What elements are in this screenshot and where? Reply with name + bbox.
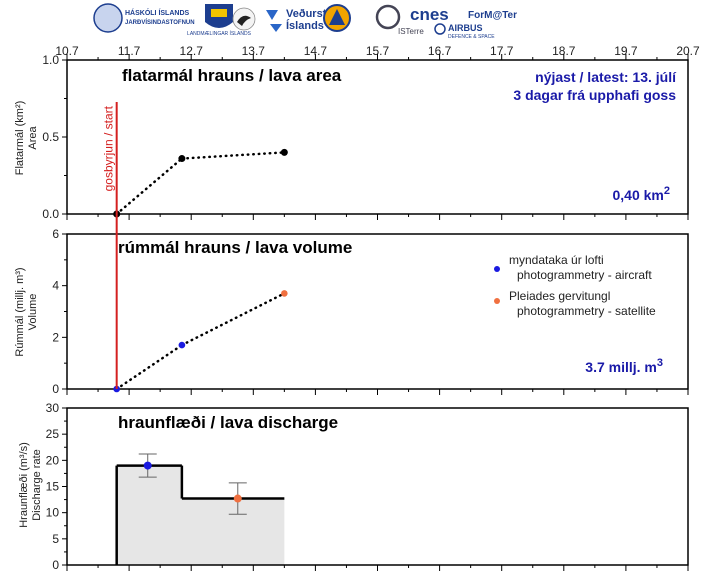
isterre-logo: ISTerre [375, 4, 424, 36]
isterre-icon [375, 4, 401, 30]
volume-ylabel-line2: Volume [27, 294, 39, 331]
y-tick-label: 0 [52, 382, 59, 396]
y-tick-label: 15 [46, 480, 60, 494]
bird-logo [232, 7, 256, 31]
x-tick-label: 17.7 [490, 44, 514, 58]
hi-logo-line1: HÁSKÓLI ÍSLANDS [125, 8, 190, 17]
y-tick-label: 20 [46, 453, 60, 467]
days-since-start-annotation: 3 dagar frá upphafi goss [513, 87, 676, 103]
latest-date-annotation: nýjast / latest: 13. júlí [535, 69, 677, 85]
y-tick-label: 1.0 [42, 53, 59, 67]
discharge-area-fill [116, 465, 285, 565]
cnes-text: cnes [410, 5, 449, 24]
data-point [178, 341, 186, 349]
formater-text: ForM@Ter [468, 10, 517, 21]
isterre-text: ISTerre [398, 27, 424, 36]
data-point [233, 494, 242, 503]
series-dotted-segment [180, 292, 286, 347]
x-tick-label: 10.7 [55, 44, 79, 58]
series-dotted-segment [115, 343, 184, 391]
lmi-logo: LANDMÆLINGAR ÍSLANDS [187, 4, 252, 37]
lmi-logo-text: LANDMÆLINGAR ÍSLANDS [187, 30, 252, 37]
hi-logo-line2: JARÐVÍSINDASTOFNUN [125, 18, 195, 26]
area-panel: 0.0 0.5 1.0 [42, 53, 689, 221]
volume-value-annotation: 3.7 millj. m3 [585, 357, 663, 375]
hi-logo: HÁSKÓLI ÍSLANDS JARÐVÍSINDASTOFNUN [93, 3, 195, 33]
y-tick-label: 2 [52, 330, 59, 344]
volume-panel-title: rúmmál hrauns / lava volume [118, 238, 352, 257]
data-point [280, 148, 288, 156]
y-tick-label: 0.0 [42, 207, 59, 221]
volume-legend: myndataka úr lofti photogrammetry - airc… [494, 253, 656, 318]
y-tick-label: 5 [52, 532, 59, 546]
volume-panel: 0 2 4 6 [52, 227, 689, 396]
vedurstofa-line2: Íslands [286, 19, 324, 32]
y-tick-label: 25 [46, 427, 60, 441]
x-axis-tick-labels: 10.7 11.7 12.7 13.7 14.7 15.7 16.7 17.7 18.7 19.7… [55, 44, 700, 58]
y-tick-label: 30 [46, 401, 60, 415]
data-point [143, 461, 152, 470]
formater-logo: ForM@Ter [468, 10, 517, 21]
area-ylabel-line2: Area [27, 126, 39, 150]
hi-seal-icon [93, 3, 123, 33]
airbus-line2: DEFENCE & SPACE [448, 34, 495, 40]
x-tick-label: 16.7 [428, 44, 452, 58]
legend-aircraft-line2: photogrammetry - aircraft [517, 268, 652, 282]
y-tick-label: 10 [46, 506, 60, 520]
area-value-annotation: 0,40 km2 [613, 185, 671, 203]
area-ylabel-line1: Flatarmál (km²) [14, 101, 26, 176]
x-tick-label: 18.7 [552, 44, 576, 58]
x-tick-label: 13.7 [242, 44, 266, 58]
x-tick-label: 11.7 [118, 44, 141, 58]
legend-satellite-line1: Pleiades gervitungl [509, 289, 610, 303]
data-point [281, 290, 288, 297]
eruption-start-label: gosbyrjun / start [102, 105, 116, 191]
x-tick-label: 12.7 [180, 44, 204, 58]
x-tick-label: 14.7 [304, 44, 328, 58]
legend-aircraft-marker [494, 266, 500, 272]
legend-satellite-line2: photogrammetry - satellite [517, 304, 656, 318]
vedurstofa-icon [266, 10, 282, 32]
logo-strip: HÁSKÓLI ÍSLANDS JARÐVÍSINDASTOFNUN LANDM… [93, 3, 517, 40]
discharge-ylabel-line1: Hraunflæði (m³/s) [18, 442, 30, 528]
y-tick-label: 6 [52, 227, 59, 241]
cnes-logo: cnes [410, 5, 449, 24]
series-dotted-segment [180, 151, 286, 160]
airbus-logo: AIRBUS DEFENCE & SPACE [434, 23, 495, 40]
y-tick-label: 0 [52, 558, 59, 572]
x-tick-label: 19.7 [614, 44, 638, 58]
area-panel-title: flatarmál hrauns / lava area [122, 66, 342, 85]
airbus-icon [434, 23, 446, 35]
discharge-panel: 0 5 10 15 20 25 30 [46, 401, 689, 572]
series-dotted-segment [115, 157, 184, 216]
discharge-panel-title: hraunflæði / lava discharge [118, 413, 338, 432]
volume-ylabel-line1: Rúmmál (millj. m³) [14, 267, 26, 356]
y-tick-label: 4 [52, 279, 59, 293]
discharge-ylabel-line2: Discharge rate [31, 449, 43, 521]
legend-satellite-marker [494, 298, 500, 304]
y-tick-label: 0.5 [42, 130, 59, 144]
airbus-line1: AIRBUS [448, 23, 483, 33]
x-tick-label: 20.7 [676, 44, 700, 58]
data-point [178, 155, 186, 163]
civil-protection-logo [323, 4, 351, 32]
legend-aircraft-line1: myndataka úr lofti [509, 253, 604, 267]
x-tick-label: 15.7 [366, 44, 390, 58]
